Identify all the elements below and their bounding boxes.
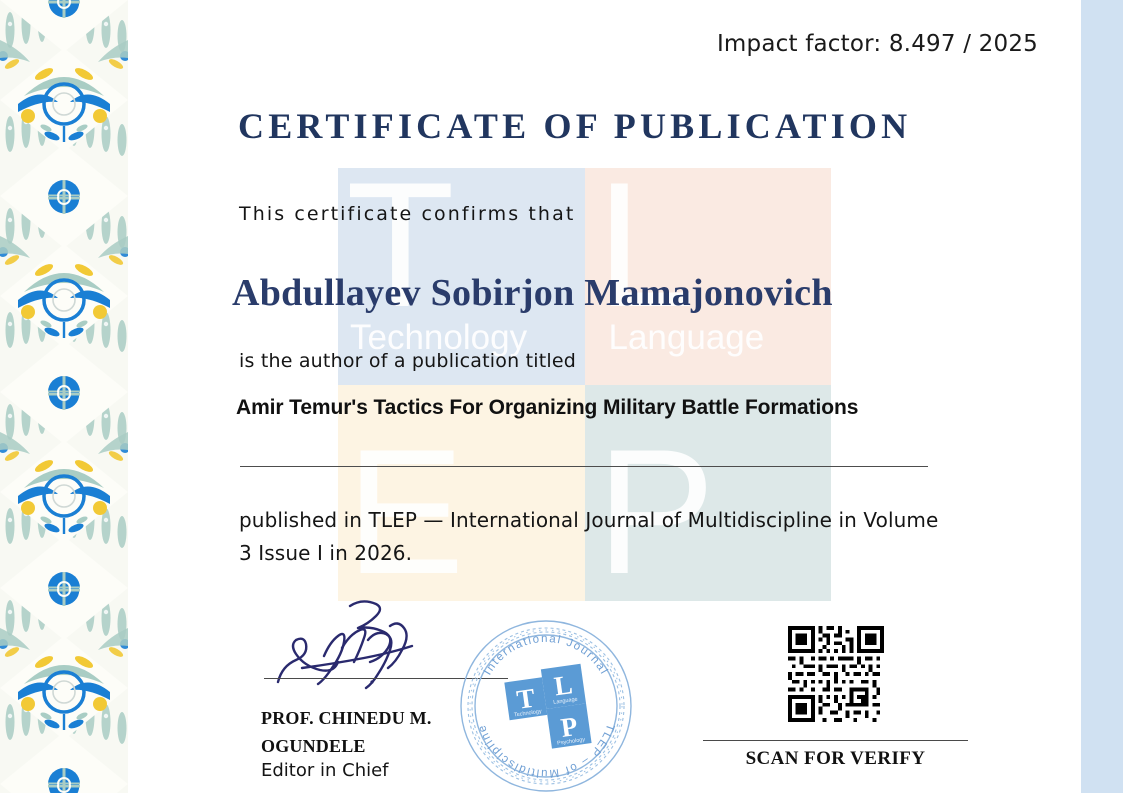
svg-text:Psychology: Psychology — [557, 737, 586, 747]
divider-rule — [240, 466, 928, 467]
journal-seal-icon: International Journal TLEP – of Multidis… — [457, 617, 635, 795]
svg-text:TLEP – of Multidiscipline: TLEP – of Multidiscipline — [476, 722, 617, 779]
svg-text:Technology: Technology — [514, 709, 543, 719]
page-title: CERTIFICATE OF PUBLICATION — [238, 106, 912, 146]
qr-code-icon[interactable] — [788, 624, 884, 724]
signature-rule — [264, 678, 508, 679]
publication-title: Amir Temur's Tactics For Organizing Mili… — [236, 396, 859, 419]
svg-text:P: P — [559, 711, 580, 743]
recipient-name: Abdullayev Sobirjon Mamajonovich — [232, 272, 833, 314]
scan-for-verify-label: SCAN FOR VERIFY — [745, 748, 926, 769]
published-in-text: published in TLEP — International Journa… — [239, 508, 939, 565]
svg-text:L: L — [552, 669, 574, 701]
ornamental-tile-border — [0, 0, 128, 793]
qr-rule — [703, 740, 968, 741]
svg-text:T: T — [515, 683, 537, 715]
signer-role: Editor in Chief — [261, 760, 389, 781]
impact-factor-text: Impact factor: 8.497 / 2025 — [716, 31, 1038, 57]
signer-name: PROF. CHINEDU M. OGUNDELE — [261, 708, 432, 756]
author-line: is the author of a publication titled — [239, 350, 576, 372]
confirms-line: This certificate confirms that — [239, 203, 576, 225]
svg-text:Language: Language — [553, 697, 578, 706]
handwritten-signature-icon — [272, 596, 452, 691]
right-accent-strip — [1081, 0, 1123, 793]
